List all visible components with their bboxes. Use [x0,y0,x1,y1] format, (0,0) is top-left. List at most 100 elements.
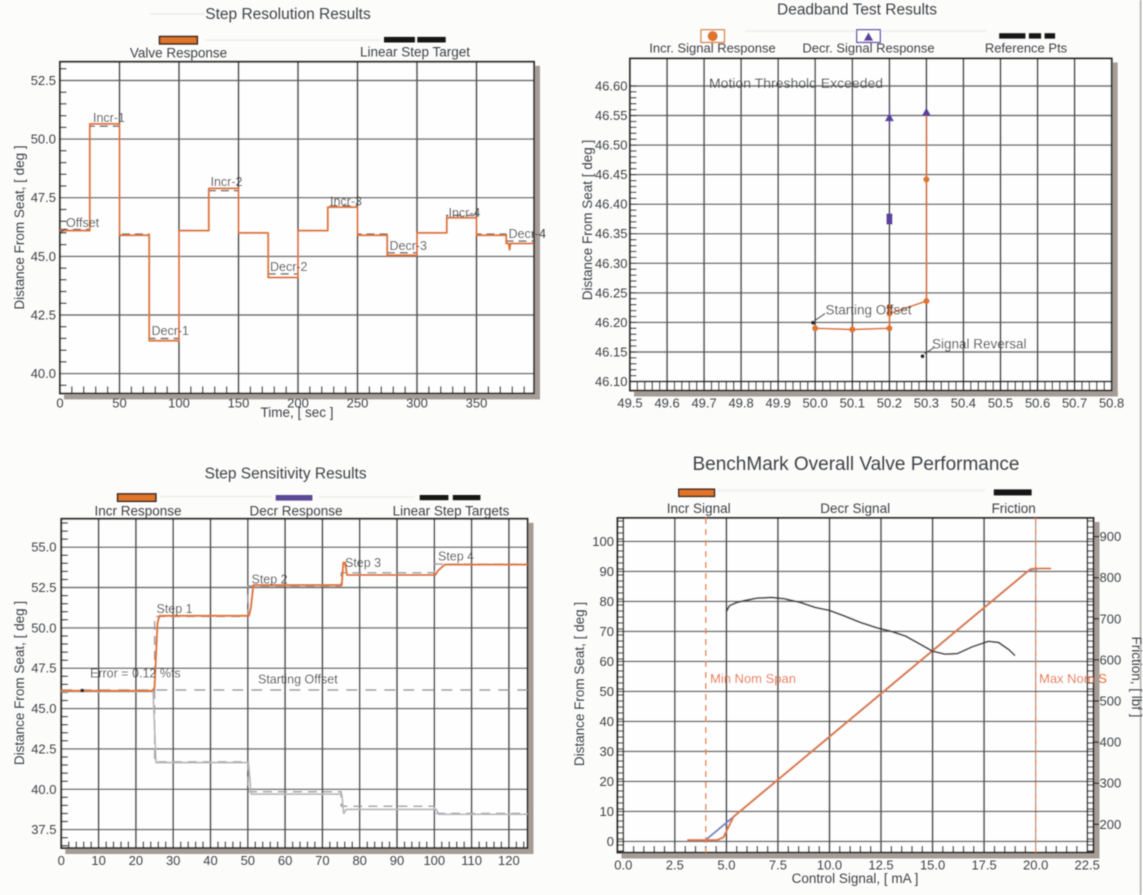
svg-text:BenchMark Overall Valve Perfor: BenchMark Overall Valve Performance [693,454,1020,475]
svg-text:50.6: 50.6 [1025,396,1050,411]
svg-text:50.4: 50.4 [951,396,976,411]
svg-text:70: 70 [315,853,329,868]
svg-text:42.5: 42.5 [31,308,56,323]
svg-text:20: 20 [129,853,143,868]
svg-text:Incr-2: Incr-2 [211,175,243,189]
svg-text:22.5: 22.5 [1075,858,1100,873]
svg-text:55.0: 55.0 [31,540,56,555]
svg-text:0: 0 [56,396,63,411]
svg-text:Incr Signal: Incr Signal [667,501,731,516]
svg-text:20.0: 20.0 [1023,858,1048,873]
svg-text:100: 100 [592,534,614,549]
svg-text:2.5: 2.5 [666,858,684,873]
svg-text:46.15: 46.15 [595,345,628,360]
svg-text:70: 70 [600,624,614,639]
svg-text:30: 30 [166,853,180,868]
svg-text:Friction: Friction [992,501,1036,516]
svg-text:Time, [ sec ]: Time, [ sec ] [260,405,333,420]
svg-text:Decr-3: Decr-3 [390,239,428,253]
svg-text:90: 90 [600,564,614,579]
svg-text:46.60: 46.60 [595,79,628,94]
svg-text:45.0: 45.0 [31,701,56,716]
svg-text:46.20: 46.20 [595,315,628,330]
svg-text:49.5: 49.5 [617,396,642,411]
svg-text:Decr Response: Decr Response [249,504,342,519]
svg-text:300: 300 [1100,776,1122,791]
svg-text:10.0: 10.0 [817,858,842,873]
svg-text:50: 50 [600,684,614,699]
svg-text:Starting Offset: Starting Offset [826,303,912,318]
svg-text:7.5: 7.5 [769,858,787,873]
svg-text:50.1: 50.1 [840,396,865,411]
svg-text:400: 400 [1100,735,1122,750]
svg-text:52.5: 52.5 [31,73,56,88]
svg-text:40: 40 [600,714,614,729]
svg-text:Valve Response: Valve Response [130,46,227,61]
svg-text:49.8: 49.8 [728,396,753,411]
svg-text:700: 700 [1100,611,1122,626]
svg-text:100: 100 [168,396,190,411]
svg-text:120: 120 [498,853,520,868]
svg-text:50.3: 50.3 [914,396,939,411]
svg-text:Distance From Seat, [ deg ]: Distance From Seat, [ deg ] [12,145,27,309]
svg-text:50.8: 50.8 [1099,396,1124,411]
svg-text:Reference Pts: Reference Pts [985,41,1068,56]
svg-text:200: 200 [287,396,309,411]
svg-text:10: 10 [91,853,105,868]
svg-text:46.10: 46.10 [595,374,628,389]
svg-text:Decr-2: Decr-2 [270,260,308,274]
svg-text:110: 110 [461,853,482,868]
svg-text:0.0: 0.0 [614,858,632,873]
svg-text:Error = 0.12 %fs: Error = 0.12 %fs [90,667,181,681]
svg-text:Distance From Seat, [ deg ]: Distance From Seat, [ deg ] [572,602,587,766]
svg-text:Deadband Test Results: Deadband Test Results [777,2,937,19]
svg-text:200: 200 [1100,817,1122,832]
svg-text:15.0: 15.0 [920,858,945,873]
svg-text:46.55: 46.55 [595,108,628,123]
svg-text:Step 1: Step 1 [157,602,193,616]
svg-text:900: 900 [1100,529,1122,544]
svg-text:Offset: Offset [66,216,100,230]
svg-text:Incr-4: Incr-4 [449,206,481,220]
svg-text:50: 50 [112,396,126,411]
svg-text:50.0: 50.0 [31,132,56,147]
svg-text:250: 250 [347,396,369,411]
svg-text:Decr Signal: Decr Signal [820,501,890,516]
svg-text:350: 350 [466,396,488,411]
svg-text:45.0: 45.0 [31,249,56,264]
svg-text:Friction, [ lbf ]: Friction, [ lbf ] [1129,636,1143,717]
svg-text:Control Signal, [ mA ]: Control Signal, [ mA ] [792,871,919,886]
svg-text:Decr-1: Decr-1 [152,324,190,338]
svg-text:46.50: 46.50 [595,138,628,153]
svg-text:60: 60 [600,654,614,669]
svg-text:46.40: 46.40 [595,197,628,212]
svg-text:Signal Reversal: Signal Reversal [932,337,1027,352]
svg-text:50.7: 50.7 [1062,396,1087,411]
svg-text:46.45: 46.45 [595,167,628,182]
svg-text:90: 90 [390,853,404,868]
svg-text:5.0: 5.0 [717,858,735,873]
svg-text:Incr-1: Incr-1 [93,111,125,125]
svg-text:Incr Response: Incr Response [94,504,181,519]
svg-text:600: 600 [1100,652,1122,667]
svg-text:49.7: 49.7 [691,396,716,411]
svg-text:Step 3: Step 3 [345,556,381,570]
svg-text:49.6: 49.6 [654,396,679,411]
svg-text:80: 80 [600,594,614,609]
svg-text:Step Sensitivity Results: Step Sensitivity Results [205,466,367,483]
svg-text:Distance From Seat, [ deg ]: Distance From Seat, [ deg ] [12,601,27,765]
svg-text:Step 4: Step 4 [438,550,474,564]
svg-text:50.0: 50.0 [803,396,828,411]
svg-text:47.5: 47.5 [31,190,56,205]
svg-text:46.30: 46.30 [595,256,628,271]
svg-text:Linear Step Targets: Linear Step Targets [393,504,510,519]
svg-text:Starting Offset: Starting Offset [258,673,338,687]
svg-text:80: 80 [352,853,366,868]
svg-text:0: 0 [607,834,614,849]
svg-text:Step 2: Step 2 [252,573,288,587]
svg-text:47.5: 47.5 [31,661,56,676]
svg-text:46.35: 46.35 [595,226,628,241]
svg-text:42.5: 42.5 [31,741,56,756]
svg-text:50.2: 50.2 [877,396,902,411]
svg-text:50.5: 50.5 [988,396,1013,411]
